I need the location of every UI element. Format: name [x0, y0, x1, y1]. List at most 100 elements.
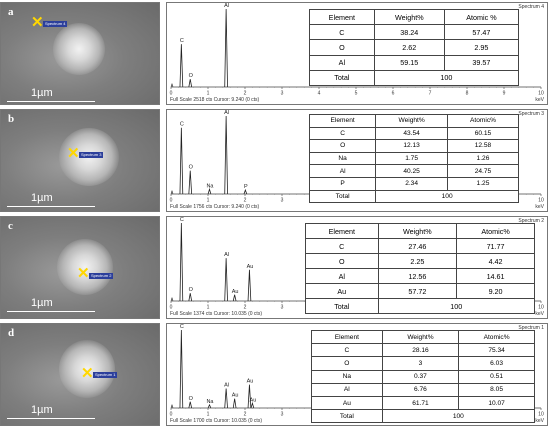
spectrum-peak	[232, 398, 237, 409]
table-cell: 14.61	[456, 268, 535, 284]
sem-image: a ✕ Spectrum 4 1µm	[0, 2, 160, 105]
table-cell: 4.42	[456, 253, 535, 269]
x-tick-label: 2	[244, 305, 247, 311]
column-header: Atomic%	[458, 329, 535, 345]
peak-label: C	[180, 38, 184, 44]
total-label: Total	[311, 409, 383, 424]
table-cell: 71.77	[456, 238, 535, 254]
table-cell: Al	[305, 268, 379, 284]
column-header: Atomic%	[446, 114, 520, 128]
spectrum-peak	[224, 115, 228, 195]
table-cell: 12.13	[375, 139, 448, 153]
sem-image: d ✕ Spectrum 1 1µm	[0, 323, 160, 426]
table-cell: Au	[311, 395, 383, 411]
x-tick-label: 1	[207, 91, 210, 97]
x-tick-label: 3	[281, 412, 284, 418]
spectrum-peak	[179, 329, 184, 409]
spectrum-baseline	[170, 404, 174, 409]
table-row: Au 57.72 9.20	[305, 283, 535, 299]
composition-table: Element Weight% Atomic% C 28.16 75.34 O 3 6.03 Na…	[311, 329, 536, 424]
total-label: Total	[305, 298, 379, 314]
x-tick-label: 3	[281, 305, 284, 311]
table-row: Al 6.76 8.05	[311, 382, 535, 397]
table-cell: 27.46	[377, 238, 458, 254]
table-cell: 40.25	[375, 164, 448, 178]
unit-label: keV	[535, 204, 544, 210]
peak-label: O	[189, 165, 194, 171]
table-cell: 9.20	[456, 283, 535, 299]
full-scale-readout: Full Scale 1756 cts Cursor: 9.240 (0 cts…	[170, 204, 260, 210]
table-cell: O	[309, 39, 375, 56]
table-cell: 6.03	[458, 356, 535, 371]
peak-label: Al	[224, 110, 229, 116]
spectrum-peak	[243, 188, 248, 195]
scale-bar-label: 1µm	[31, 87, 53, 99]
table-total-row: Total 100	[308, 189, 519, 204]
column-header: Element	[311, 329, 383, 345]
table-row: C 43.54 60.15	[308, 126, 520, 141]
table-cell: 1.75	[375, 151, 448, 166]
table-row: C 38.24 57.47	[309, 24, 520, 41]
scale-bar	[7, 418, 95, 419]
table-cell: 10.07	[458, 395, 535, 411]
column-header: Atomic%	[456, 223, 535, 239]
table-cell: Au	[305, 283, 379, 299]
x-tick-label: 1	[207, 305, 210, 311]
table-cell: 57.72	[377, 283, 458, 299]
peak-label: Au	[232, 393, 239, 399]
table-total-row: Total 100	[309, 69, 520, 86]
x-tick-label: 3	[281, 198, 284, 204]
table-cell: 43.54	[375, 126, 448, 141]
table-cell: 2.95	[443, 39, 520, 56]
table-cell: 8.05	[458, 382, 535, 397]
spot-label: Spectrum 3	[79, 152, 104, 158]
table-row: O 12.13 12.58	[308, 139, 520, 153]
table-cell: 28.16	[381, 343, 460, 358]
x-marker-icon: ✕	[31, 14, 44, 31]
peak-label: C	[180, 122, 184, 128]
spectrum-peak	[224, 258, 228, 302]
table-total-row: Total 100	[311, 409, 536, 424]
unit-label: keV	[535, 418, 544, 424]
table-header-row: Element Weight% Atomic %	[309, 8, 520, 26]
spectrum-peak	[232, 294, 237, 302]
spectrum-peak	[207, 187, 212, 195]
table-cell: C	[305, 238, 379, 254]
peak-label: C	[180, 217, 184, 223]
total-value: 100	[377, 298, 536, 314]
table-row: O 2.62 2.95	[309, 39, 520, 56]
total-label: Total	[308, 189, 377, 204]
panel-label: a	[8, 6, 14, 18]
particle	[53, 23, 105, 75]
x-tick-label: 8	[466, 91, 469, 97]
spectrum-baseline	[170, 297, 174, 302]
spectrum-peak	[188, 170, 193, 195]
spectrum-peak	[179, 127, 184, 195]
peak-label: O	[189, 73, 194, 79]
column-header: Element	[305, 223, 379, 239]
spectrum-peak	[179, 44, 184, 88]
spectrum-peak	[247, 384, 252, 409]
table-row: C 27.46 71.77	[305, 238, 535, 254]
x-tick-label: 2	[244, 91, 247, 97]
spectrum-name: Spectrum 3	[518, 111, 544, 117]
total-value: 100	[381, 409, 536, 424]
spectrum-baseline	[170, 190, 174, 195]
table-cell: 2.34	[375, 176, 448, 191]
table-row: Na 1.75 1.26	[308, 151, 520, 166]
spectrum-peak	[188, 293, 193, 302]
table-cell: C	[309, 24, 375, 41]
spectrum-peak	[250, 401, 255, 409]
table-cell: P	[308, 176, 377, 191]
table-cell: 57.47	[443, 24, 520, 41]
table-cell: 2.25	[377, 253, 458, 269]
table-cell: C	[308, 126, 377, 141]
table-row: Al 59.15 39.57	[309, 54, 520, 71]
unit-label: keV	[535, 97, 544, 103]
column-header: Weight%	[375, 114, 448, 128]
peak-label: Au	[232, 289, 239, 295]
x-tick-label: 5	[355, 91, 358, 97]
x-tick-label: 10	[538, 305, 544, 311]
table-cell: 0.37	[381, 369, 460, 384]
scale-bar-label: 1µm	[31, 297, 53, 309]
